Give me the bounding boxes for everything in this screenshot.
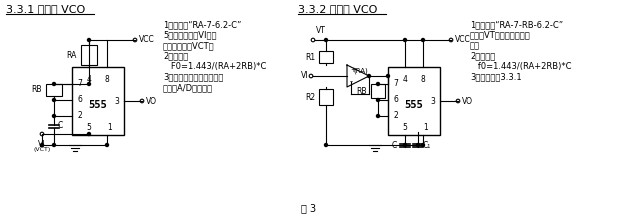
Text: RB: RB [32, 85, 42, 95]
Text: 件。: 件。 [470, 41, 480, 50]
Text: 2）公式：: 2）公式： [163, 52, 188, 60]
Text: 555: 555 [88, 100, 108, 110]
Bar [388, 67, 440, 135]
Text: 555: 555 [405, 100, 423, 110]
Text: 图 3: 图 3 [302, 203, 316, 213]
Circle shape [53, 114, 56, 118]
Text: 6: 6 [77, 95, 82, 105]
Text: -: - [350, 77, 353, 86]
Text: f0=1.443/(RA+2RB)*C: f0=1.443/(RA+2RB)*C [470, 62, 572, 71]
Text: 3.3.1 无稳型 VCO: 3.3.1 无稳型 VCO [6, 4, 85, 14]
Text: 4: 4 [87, 75, 91, 84]
Circle shape [106, 143, 109, 147]
Text: 输入有VT、运放等辅助器: 输入有VT、运放等辅助器 [470, 31, 531, 39]
Text: 2: 2 [393, 112, 398, 120]
Bar [319, 51, 333, 63]
Text: (RA): (RA) [353, 68, 368, 74]
Text: VO: VO [462, 97, 473, 105]
Text: 3: 3 [114, 97, 119, 105]
Text: 8: 8 [421, 75, 425, 84]
Text: 5: 5 [402, 124, 407, 132]
Text: 3）用途：同3.3.1: 3）用途：同3.3.1 [470, 72, 522, 81]
Text: VI: VI [300, 72, 308, 81]
Text: R2: R2 [305, 93, 315, 101]
Bar [72, 67, 124, 135]
Circle shape [324, 39, 328, 41]
Bar [81, 45, 97, 65]
Text: 1: 1 [423, 124, 428, 132]
Bar [46, 84, 62, 96]
Text: 3.3.2 无稳型 VCO: 3.3.2 无稳型 VCO [298, 4, 378, 14]
Bar [371, 84, 385, 98]
Circle shape [88, 39, 90, 41]
Text: 2）公式：: 2）公式： [470, 52, 495, 60]
Text: VCC: VCC [139, 35, 154, 45]
Text: 5: 5 [87, 124, 91, 132]
Text: C: C [58, 122, 63, 130]
Circle shape [386, 74, 389, 78]
Text: C₁: C₁ [423, 140, 431, 149]
Text: C: C [392, 140, 397, 149]
Text: 4: 4 [402, 75, 407, 84]
Circle shape [88, 83, 90, 85]
Text: 制，电压信号VCT。: 制，电压信号VCT。 [163, 41, 214, 50]
Text: 3: 3 [430, 97, 435, 105]
Circle shape [421, 39, 425, 41]
Text: +: + [350, 68, 356, 74]
Text: 3）用途：脉宽调制电压频: 3）用途：脉宽调制电压频 [163, 72, 223, 81]
Text: (VCT): (VCT) [33, 147, 51, 152]
Circle shape [376, 99, 379, 101]
Text: RB: RB [357, 87, 367, 97]
Circle shape [324, 143, 328, 147]
Text: RA: RA [67, 50, 77, 60]
Text: 2: 2 [77, 112, 82, 120]
Text: 7: 7 [77, 80, 82, 89]
Text: 8: 8 [104, 75, 109, 84]
Text: VCC: VCC [455, 35, 471, 45]
Circle shape [368, 74, 371, 78]
Text: VO: VO [146, 97, 157, 105]
Text: 5端加输入信号VI或控: 5端加输入信号VI或控 [163, 31, 216, 39]
Circle shape [53, 83, 56, 85]
Text: 6: 6 [393, 95, 398, 105]
Circle shape [376, 83, 379, 85]
Text: VT: VT [316, 26, 326, 35]
Circle shape [404, 143, 407, 147]
Text: 1: 1 [108, 124, 112, 132]
Circle shape [53, 143, 56, 147]
Circle shape [417, 143, 420, 147]
Circle shape [404, 39, 407, 41]
Circle shape [53, 99, 56, 101]
Text: 变换、A/D变换等。: 变换、A/D变换等。 [163, 83, 213, 92]
Text: R1: R1 [305, 52, 315, 62]
Text: 1）特点：“RA-7-RB-6.2-C”: 1）特点：“RA-7-RB-6.2-C” [470, 20, 563, 29]
Text: 7: 7 [393, 80, 398, 89]
Circle shape [88, 132, 90, 136]
Bar [319, 89, 333, 105]
Text: VI: VI [38, 140, 46, 149]
Circle shape [376, 114, 379, 118]
Text: F0=1.443/(RA+2RB)*C: F0=1.443/(RA+2RB)*C [163, 62, 266, 71]
Circle shape [421, 143, 425, 147]
Circle shape [41, 143, 43, 147]
Text: 1）特点：“RA-7-6.2-C”: 1）特点：“RA-7-6.2-C” [163, 20, 242, 29]
